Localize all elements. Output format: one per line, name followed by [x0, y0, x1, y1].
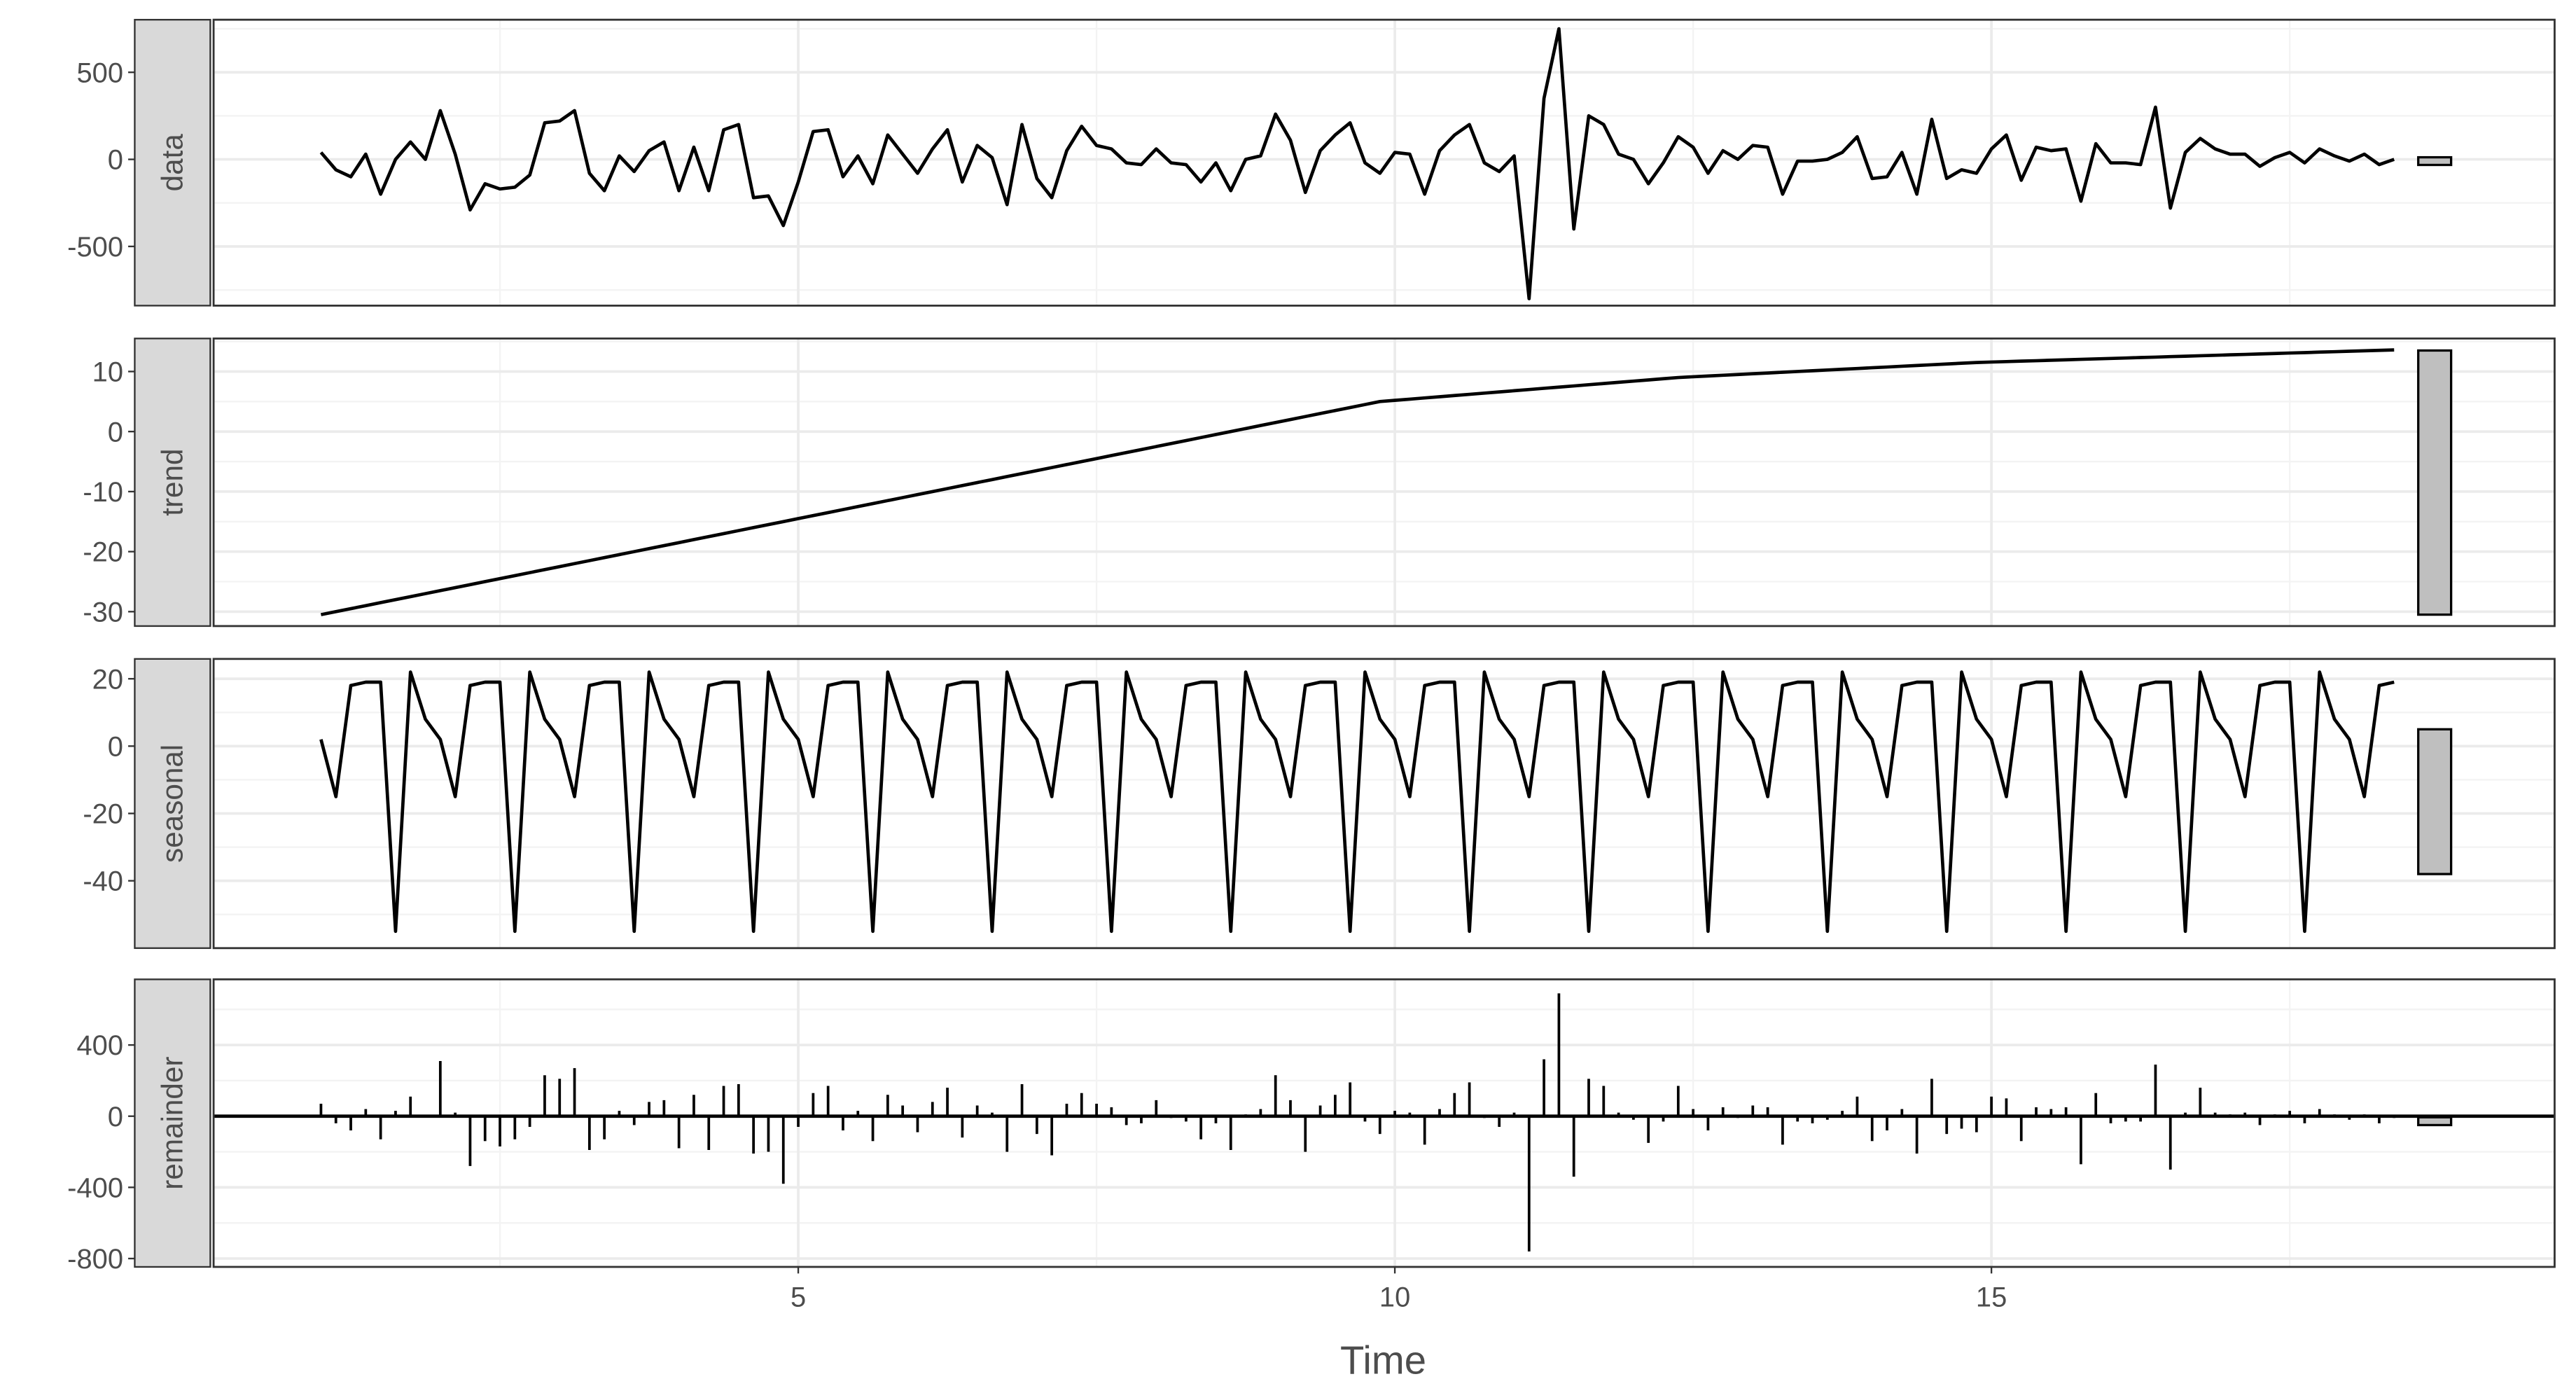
y-tick-label: -800 [67, 1244, 123, 1275]
y-tick-label: -20 [83, 799, 123, 830]
range-bar [2417, 349, 2453, 616]
x-axis-label: Time [1340, 1338, 1426, 1382]
panel-background [214, 338, 2555, 626]
x-tick-label: 5 [791, 1282, 806, 1312]
facet-strip [134, 978, 211, 1268]
range-bar [2417, 155, 2453, 167]
y-tick-label: -30 [83, 597, 123, 628]
panel-background [214, 20, 2555, 306]
facet-strip-label: remainder [155, 1057, 188, 1190]
panel-border [212, 978, 2556, 1268]
y-tick-label: 500 [76, 57, 123, 88]
facet-strip [134, 338, 211, 628]
facet-strip-label: seasonal [155, 744, 188, 863]
series-line [319, 27, 2395, 300]
panel-border [212, 337, 2556, 628]
panel-border [212, 658, 2556, 950]
series-line [320, 348, 2395, 616]
facet-strip-label: trend [155, 449, 188, 516]
y-tick-label: 10 [92, 357, 123, 388]
y-tick-label: 20 [92, 664, 123, 695]
y-tick-label: 0 [108, 1102, 123, 1132]
y-tick-label: 400 [76, 1030, 123, 1061]
y-tick-label: -400 [67, 1172, 123, 1203]
y-tick-label: -20 [83, 537, 123, 568]
facet-strip [134, 18, 211, 307]
y-tick-label: -10 [83, 477, 123, 508]
range-bar [2417, 1116, 2453, 1127]
y-tick-label: 0 [108, 731, 123, 762]
y-tick-label: -500 [67, 232, 123, 263]
y-tick-label: 0 [108, 145, 123, 176]
x-tick-label: 10 [1379, 1282, 1410, 1312]
x-tick-label: 15 [1976, 1282, 2007, 1312]
y-tick-label: 0 [108, 417, 123, 448]
series-line [319, 670, 2395, 934]
facet-strip [134, 658, 211, 949]
y-tick-label: -40 [83, 866, 123, 897]
panel-border [212, 18, 2556, 307]
panel-background [214, 658, 2555, 948]
facet-strip-label: data [155, 134, 188, 192]
range-bar [2417, 728, 2453, 875]
